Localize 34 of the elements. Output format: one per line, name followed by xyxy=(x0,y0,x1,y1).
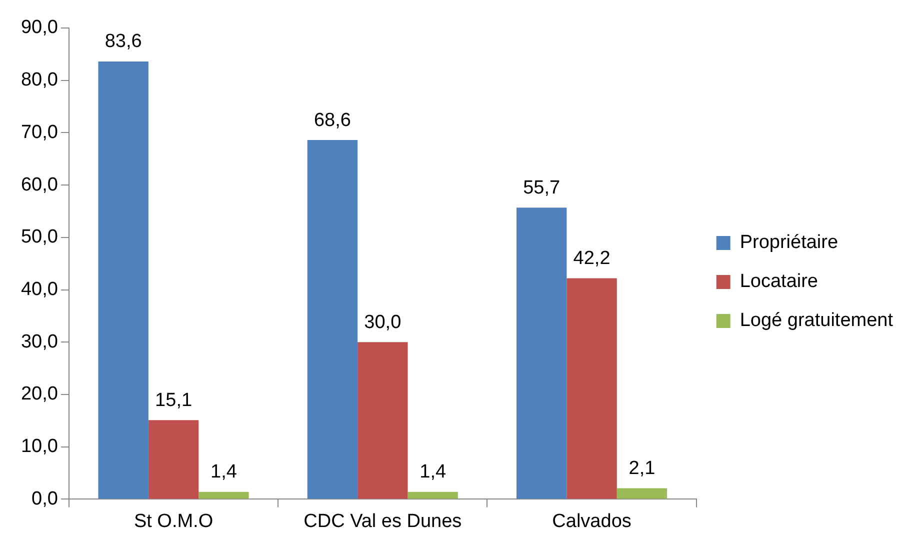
data-label: 83,6 xyxy=(104,31,142,52)
bar xyxy=(307,140,358,499)
x-tick-label: St O.M.O xyxy=(134,510,214,532)
y-tick-label: 30,0 xyxy=(20,331,58,352)
y-tick-label: 40,0 xyxy=(20,279,58,300)
bar xyxy=(198,492,249,499)
data-label: 1,4 xyxy=(210,462,238,483)
legend-label: Propriétaire xyxy=(740,232,838,254)
data-label: 1,4 xyxy=(420,462,446,483)
y-tick-label: 60,0 xyxy=(20,174,58,196)
bar xyxy=(516,208,567,499)
bar xyxy=(566,278,617,499)
data-label: 68,6 xyxy=(314,110,351,131)
x-tick-label: Calvados xyxy=(552,510,632,532)
y-tick-label: 10,0 xyxy=(20,436,58,458)
data-label: 42,2 xyxy=(573,248,610,269)
y-tick-label: 20,0 xyxy=(20,384,58,405)
bar xyxy=(98,62,148,499)
data-label: 30,0 xyxy=(364,312,402,333)
y-tick-label: 70,0 xyxy=(20,122,58,143)
y-tick-label: 90,0 xyxy=(20,17,58,38)
x-tick-label: CDC Val es Dunes xyxy=(304,510,462,532)
bar xyxy=(616,488,668,499)
bar xyxy=(148,420,199,499)
data-label: 15,1 xyxy=(155,390,192,411)
y-tick-label: 50,0 xyxy=(20,226,58,248)
bar xyxy=(358,342,408,499)
data-label: 2,1 xyxy=(628,458,656,479)
data-label: 55,7 xyxy=(523,177,560,198)
legend-label: Locataire xyxy=(740,271,818,292)
y-tick-label: 80,0 xyxy=(20,70,58,91)
legend-label: Logé gratuitement xyxy=(740,310,894,332)
bar xyxy=(408,492,458,499)
y-tick-label: 0,0 xyxy=(32,488,58,510)
